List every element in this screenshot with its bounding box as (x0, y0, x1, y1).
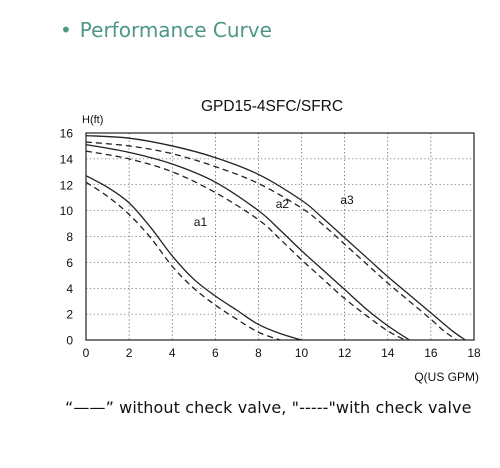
curve-label-a3: a3 (340, 193, 354, 207)
curves (85, 134, 466, 341)
plot-frame (85, 132, 475, 341)
y-axis-label: H(ft) (82, 114, 103, 126)
solid-curve-2 (85, 144, 410, 341)
bullet-icon: • (60, 18, 72, 42)
x-tick-label: 14 (381, 346, 395, 360)
section-title: Performance Curve (79, 18, 272, 42)
section-header: • Performance Curve (60, 18, 272, 42)
y-tick-label: 2 (66, 308, 73, 322)
x-tick-label: 10 (295, 346, 309, 360)
y-tick-label: 4 (66, 282, 73, 296)
dashed-curve-5 (85, 141, 458, 341)
y-tick-label: 16 (60, 127, 74, 141)
y-tick-label: 14 (60, 152, 74, 166)
y-tick-label: 12 (60, 178, 74, 192)
solid-curve-0 (85, 175, 302, 341)
x-tick-label: 0 (83, 346, 90, 360)
curve-labels: a1 a2 a3 (194, 193, 354, 229)
chart-title: GPD15-4SFC/SFRC (201, 98, 343, 115)
grid (86, 133, 474, 340)
dashed-curve-3 (85, 150, 406, 341)
solid-curve-4 (85, 134, 466, 341)
x-tick-label: 18 (467, 346, 481, 360)
y-tick-label: 6 (66, 256, 73, 270)
legend: “——” without check valve, "-----"with ch… (65, 398, 472, 417)
curve-label-a1: a1 (194, 215, 208, 229)
x-tick-label: 12 (338, 346, 352, 360)
y-tick-label: 10 (60, 204, 74, 218)
x-tick-label: 6 (212, 346, 219, 360)
x-tick-label: 16 (424, 346, 438, 360)
x-tick-label: 8 (255, 346, 262, 360)
curve-label-a2: a2 (276, 197, 290, 211)
y-tick-label: 8 (66, 230, 73, 244)
x-tick-label: 2 (126, 346, 133, 360)
y-tick-label: 0 (66, 334, 73, 348)
x-tick-label: 4 (169, 346, 176, 360)
x-axis-label: Q(US GPM) (414, 370, 479, 384)
tick-labels: 0 2 4 6 8 10 12 14 16 18 0 2 4 6 8 10 12 14 16 (60, 127, 481, 361)
